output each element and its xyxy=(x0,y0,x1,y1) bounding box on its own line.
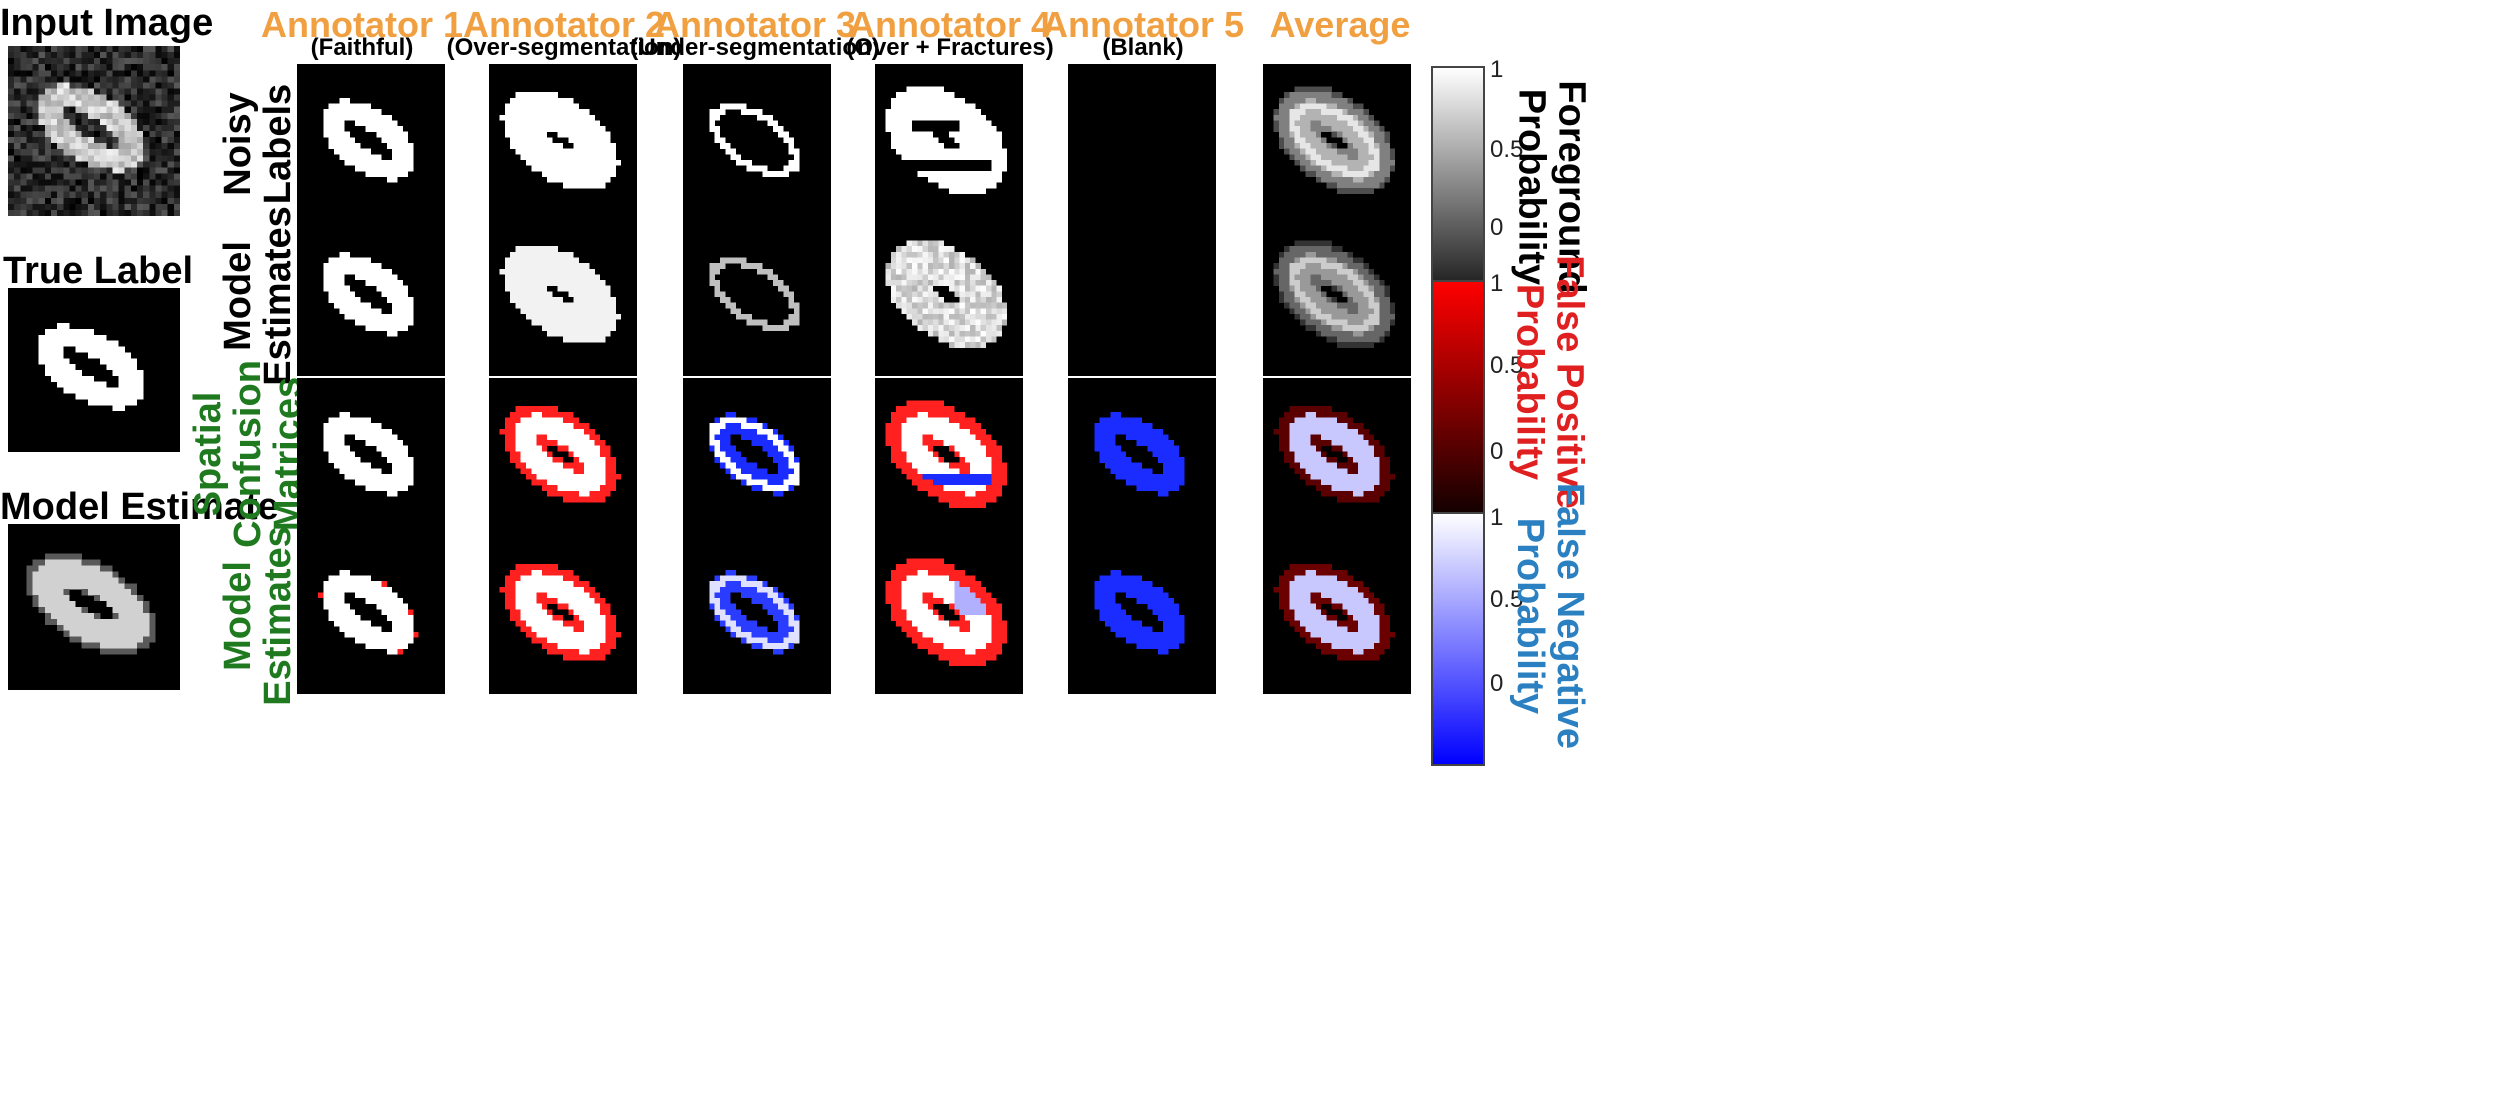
panel-row1-col5 xyxy=(1068,64,1216,222)
panel-row4-col2 xyxy=(489,536,637,694)
panel-row2-col1 xyxy=(297,218,445,376)
row-label-noisy-labels: Noisy Labels xyxy=(217,83,300,205)
colorbar-tick: 0 xyxy=(1490,670,1504,697)
panel-row1-col3 xyxy=(683,64,831,222)
panel-row1-col1 xyxy=(297,64,445,222)
colorbar-tick: 0.5 xyxy=(1490,136,1524,163)
panel-row2-col3 xyxy=(683,218,831,376)
panel-row4-col5 xyxy=(1068,536,1216,694)
colorbar-tick: 0.5 xyxy=(1490,586,1524,613)
colorbar-tick: 0 xyxy=(1490,214,1504,241)
panel-row4-col4 xyxy=(875,536,1023,694)
colorbar-tick: 1 xyxy=(1490,56,1504,83)
colorbar-title-false-negative: False Negative Probability xyxy=(1509,482,1592,750)
column-title: Annotator 1 xyxy=(261,4,463,45)
colorbar-tick: 0.5 xyxy=(1490,352,1524,379)
panel-row1-col6 xyxy=(1263,64,1411,222)
column-title: Average xyxy=(1269,4,1411,45)
panel-row3-col5 xyxy=(1068,378,1216,536)
input-image-title: Input Image xyxy=(0,2,214,44)
colorbar-tick: 1 xyxy=(1490,270,1504,297)
row-label-model-estimates-cm: Model Estimates xyxy=(217,526,300,706)
panel-row3-col4 xyxy=(875,378,1023,536)
colorbar-foreground xyxy=(1431,66,1485,320)
column-subtitle: (Blank) xyxy=(1102,34,1184,61)
panel-row4-col6 xyxy=(1263,536,1411,694)
panel-row3-col6 xyxy=(1263,378,1411,536)
column-subtitle: (Over + Fractures) xyxy=(846,34,1054,61)
input-image xyxy=(8,46,180,216)
panel-row2-col2 xyxy=(489,218,637,376)
model-estimate-title: Model Estimate xyxy=(0,486,279,528)
panel-row3-col2 xyxy=(489,378,637,536)
column-title: Annotator 5 xyxy=(1042,4,1244,45)
column-title: Annotator 3 xyxy=(654,4,856,45)
true-label-image xyxy=(8,288,180,452)
column-subtitle: (Under-segmentation) xyxy=(630,34,880,61)
row-label-spatial-confusion: Spatial Confusion Matrices xyxy=(187,360,310,548)
panel-row4-col3 xyxy=(683,536,831,694)
colorbar-false-positive xyxy=(1431,280,1485,534)
colorbar-false-negative xyxy=(1431,512,1485,766)
colorbar-tick: 0 xyxy=(1490,438,1504,465)
colorbar-tick: 1 xyxy=(1490,504,1504,531)
model-estimate-image xyxy=(8,524,180,690)
panel-row3-col1 xyxy=(297,378,445,536)
column-title: Annotator 4 xyxy=(849,4,1051,45)
panel-row1-col4 xyxy=(875,64,1023,222)
panel-row4-col1 xyxy=(297,536,445,694)
panel-row1-col2 xyxy=(489,64,637,222)
panel-row3-col3 xyxy=(683,378,831,536)
panel-row2-col4 xyxy=(875,218,1023,376)
panel-row2-col6 xyxy=(1263,218,1411,376)
column-subtitle: (Over-segmentation) xyxy=(446,34,682,61)
true-label-title: True Label xyxy=(2,250,194,292)
column-subtitle: (Faithful) xyxy=(310,34,414,61)
row-label-model-estimates: Model Estimates xyxy=(217,206,300,386)
panel-row2-col5 xyxy=(1068,218,1216,376)
column-title: Annotator 2 xyxy=(463,4,665,45)
